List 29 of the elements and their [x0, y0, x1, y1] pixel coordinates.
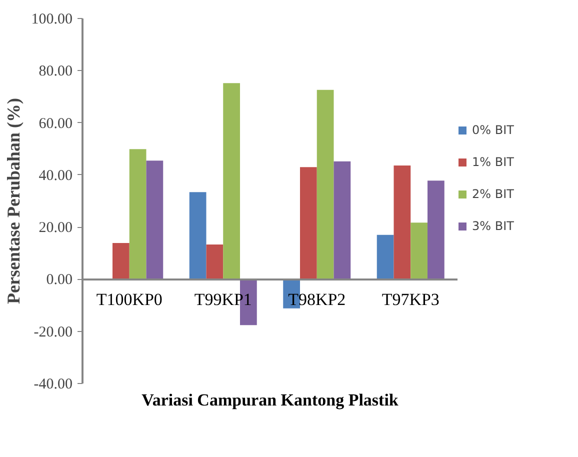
bar: [316, 90, 334, 280]
x-tick-label: T97KP3: [382, 290, 440, 310]
bar: [334, 161, 351, 280]
bar: [223, 83, 240, 280]
bar: [129, 149, 146, 280]
bar: [146, 160, 164, 280]
legend-label: 1% BIT: [472, 155, 514, 169]
bar: [428, 180, 444, 280]
y-tick-label: 40.00: [38, 168, 72, 184]
y-tick-label: 100.00: [31, 12, 72, 28]
legend-label: 3% BIT: [472, 219, 514, 233]
bar: [410, 222, 428, 280]
bar: [189, 192, 206, 280]
y-tick-label: 80.00: [38, 64, 72, 80]
x-axis-title: Variasi Campuran Kantong Plastik: [142, 390, 399, 410]
y-tick-label: -40.00: [34, 376, 73, 392]
x-tick-label: T100KP0: [96, 290, 162, 310]
y-axis-title: Persentase Perubahan (%): [3, 98, 24, 304]
legend-label: 0% BIT: [472, 123, 514, 137]
y-tick-label: 60.00: [38, 116, 72, 132]
legend-label: 2% BIT: [472, 187, 514, 201]
bar: [376, 234, 394, 280]
bar: [206, 244, 224, 280]
bar: [112, 242, 130, 280]
y-tick-label: 0.00: [46, 272, 72, 288]
y-tick-label: -20.00: [34, 324, 73, 340]
bar: [394, 166, 411, 280]
bar: [300, 167, 317, 280]
y-tick-label: 20.00: [38, 220, 72, 236]
